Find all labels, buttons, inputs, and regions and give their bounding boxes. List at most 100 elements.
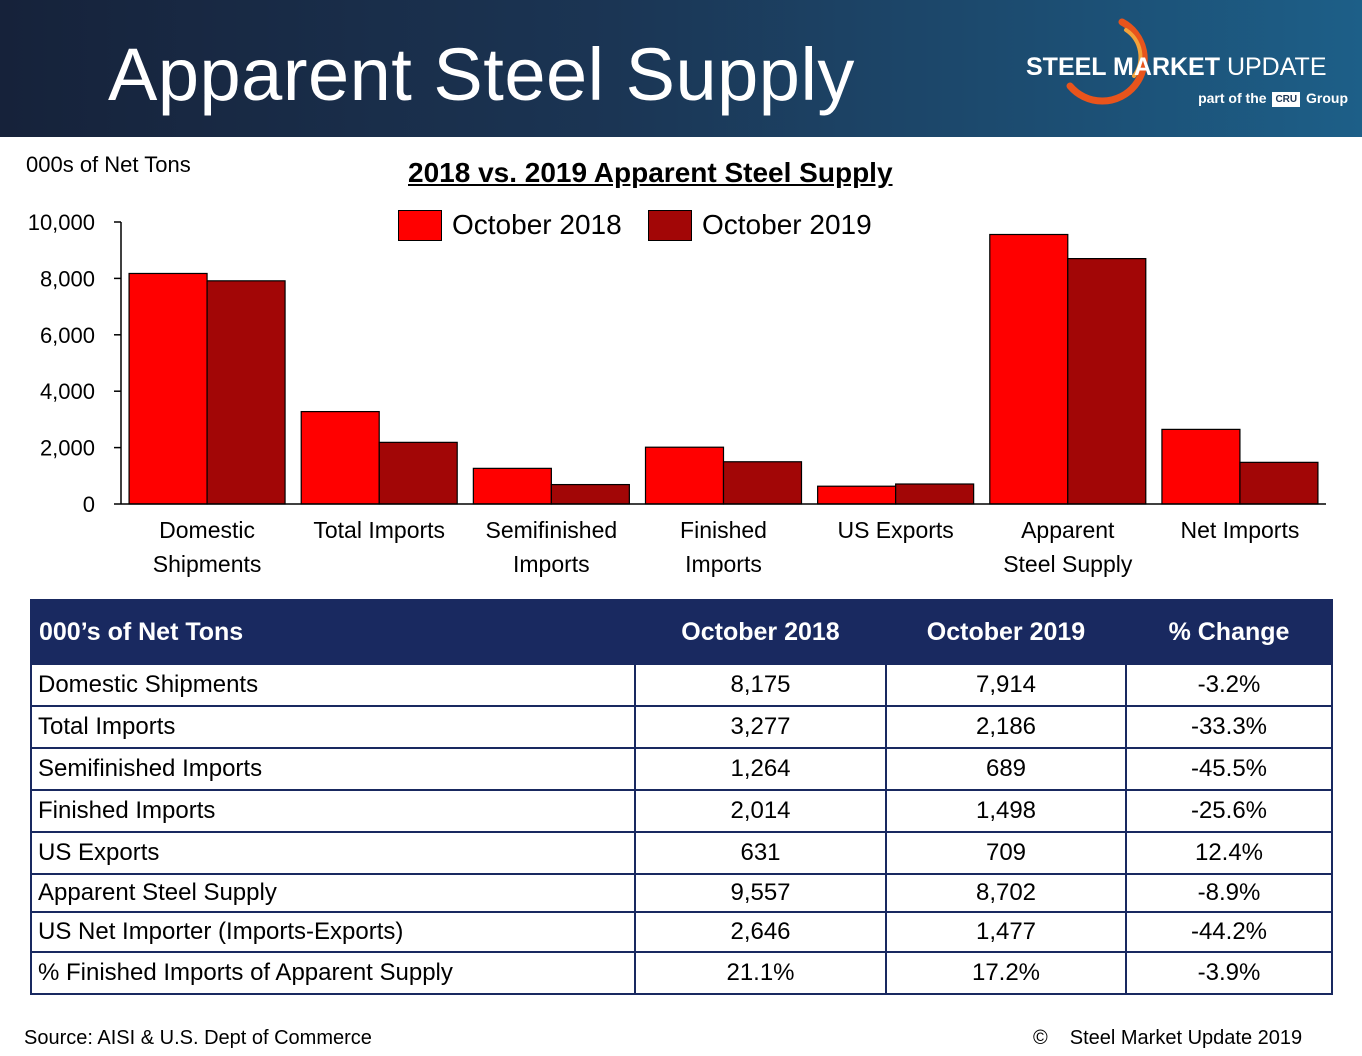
logo-subtitle: part of the CRU Group [1198, 90, 1348, 107]
table-row: US Net Importer (Imports-Exports) 2,646 … [30, 911, 1333, 953]
legend-label-2018: October 2018 [452, 209, 622, 240]
cell-oct2018: 8,175 [634, 663, 887, 707]
cell-oct2019: 2,186 [885, 705, 1127, 749]
x-category-label-line: Finished [680, 517, 767, 543]
cell-oct2018: 631 [634, 831, 887, 875]
x-category-label-line: Total Imports [313, 517, 445, 543]
copyright-note: © Steel Market Update 2019 [1033, 1027, 1302, 1050]
bar-2018 [644, 446, 725, 505]
logo-bold-text: STEEL MARKET [1026, 53, 1220, 81]
cell-change: -3.9% [1125, 951, 1333, 995]
logo-sub-post: Group [1306, 90, 1348, 106]
cell-change: -44.2% [1125, 911, 1333, 953]
x-category-label-line: Shipments [153, 551, 262, 577]
cell-oct2019: 689 [885, 747, 1127, 791]
bar-2019 [722, 461, 803, 505]
bar-2019 [895, 483, 975, 505]
table-row: Total Imports 3,277 2,186 -33.3% [30, 705, 1333, 749]
x-category-label: Total Imports [313, 517, 445, 543]
cell-oct2018: 2,646 [634, 911, 887, 953]
cell-oct2018: 21.1% [634, 951, 887, 995]
cru-badge: CRU [1272, 91, 1301, 107]
x-category-label: US Exports [837, 517, 953, 543]
bar-2019 [550, 483, 630, 505]
row-label: Domestic Shipments [30, 663, 636, 707]
x-category-label-line: US Exports [837, 517, 953, 543]
x-category-label-line: Domestic [159, 517, 255, 543]
x-category-label: Semifinished Imports [486, 517, 618, 577]
cell-oct2018: 9,557 [634, 873, 887, 913]
row-label: US Net Importer (Imports-Exports) [30, 911, 636, 953]
y-tick-label: 8,000 [40, 266, 95, 291]
cell-oct2019: 1,477 [885, 911, 1127, 953]
cell-oct2018: 2,014 [634, 789, 887, 833]
bar-2018 [817, 485, 897, 505]
cell-oct2018: 3,277 [634, 705, 887, 749]
row-label: Total Imports [30, 705, 636, 749]
legend-label-2019: October 2019 [702, 209, 872, 240]
cell-oct2019: 7,914 [885, 663, 1127, 707]
table-row: Apparent Steel Supply 9,557 8,702 -8.9% [30, 873, 1333, 913]
x-category-label-line: Semifinished [486, 517, 618, 543]
cell-change: 12.4% [1125, 831, 1333, 875]
y-tick-label: 2,000 [40, 436, 95, 461]
table-header-label: 000’s of Net Tons [30, 599, 636, 665]
row-label: Semifinished Imports [30, 747, 636, 791]
cell-oct2019: 709 [885, 831, 1127, 875]
steel-market-update-logo: STEEL MARKET UPDATE part of the CRU Grou… [1020, 16, 1360, 126]
bar-2019 [1239, 461, 1319, 505]
cell-oct2019: 17.2% [885, 951, 1127, 995]
bar-2018 [1161, 428, 1241, 505]
bar-2018 [989, 233, 1069, 505]
x-category-label-line: Net Imports [1180, 517, 1299, 543]
x-category-label-line: Imports [513, 551, 590, 577]
bar-2019 [206, 280, 286, 505]
y-tick-label: 6,000 [40, 323, 95, 348]
bar-chart: 0 2,000 4,000 6,000 8,000 10,000 Domestic Shipm… [28, 210, 1326, 577]
cell-change: -3.2% [1125, 663, 1333, 707]
legend-swatch-2019 [648, 210, 692, 241]
bar-2019 [1067, 258, 1147, 505]
cell-change: -33.3% [1125, 705, 1333, 749]
bar-2018 [472, 467, 552, 505]
y-tick-label: 10,000 [28, 210, 95, 235]
x-category-label-line: Apparent [1021, 517, 1115, 543]
bar-2018 [128, 272, 208, 505]
header-banner: Apparent Steel Supply STEEL MARKET UPDAT… [0, 0, 1362, 137]
table-header-oct2019: October 2019 [885, 599, 1127, 665]
row-label: Apparent Steel Supply [30, 873, 636, 913]
copyright-symbol: © [1033, 1027, 1048, 1049]
copyright-text: Steel Market Update 2019 [1069, 1027, 1303, 1049]
page-title: Apparent Steel Supply [108, 33, 855, 116]
cell-oct2019: 8,702 [885, 873, 1127, 913]
x-category-label: Finished Imports [680, 517, 767, 577]
cell-change: -8.9% [1125, 873, 1333, 913]
y-axis-units-label: 000s of Net Tons [26, 152, 191, 177]
data-table: 000’s of Net Tons October 2018 October 2… [30, 599, 1333, 995]
cell-oct2018: 1,264 [634, 747, 887, 791]
y-tick-label: 0 [83, 492, 95, 517]
x-category-label: Domestic Shipments [153, 517, 262, 577]
row-label: US Exports [30, 831, 636, 875]
table-row: Finished Imports 2,014 1,498 -25.6% [30, 789, 1333, 833]
source-note: Source: AISI & U.S. Dept of Commerce [24, 1027, 372, 1049]
chart-title: 2018 vs. 2019 Apparent Steel Supply [408, 157, 893, 188]
legend-swatch-2018 [398, 210, 442, 241]
x-category-label-line: Imports [685, 551, 762, 577]
x-category-label: Apparent Steel Supply [1003, 517, 1133, 577]
x-category-label-line: Steel Supply [1003, 551, 1133, 577]
logo-wordmark: STEEL MARKET UPDATE [1026, 53, 1327, 82]
table-header-change: % Change [1125, 599, 1333, 665]
table-row: % Finished Imports of Apparent Supply 21… [30, 951, 1333, 995]
cell-change: -45.5% [1125, 747, 1333, 791]
x-category-label: Net Imports [1180, 517, 1299, 543]
bar-2019 [378, 441, 458, 505]
table-row: US Exports 631 709 12.4% [30, 831, 1333, 875]
cell-oct2019: 1,498 [885, 789, 1127, 833]
y-tick-label: 4,000 [40, 379, 95, 404]
row-label: Finished Imports [30, 789, 636, 833]
table-header-oct2018: October 2018 [634, 599, 887, 665]
logo-sub-pre: part of the [1198, 90, 1267, 106]
cell-change: -25.6% [1125, 789, 1333, 833]
bar-2018 [300, 410, 380, 505]
